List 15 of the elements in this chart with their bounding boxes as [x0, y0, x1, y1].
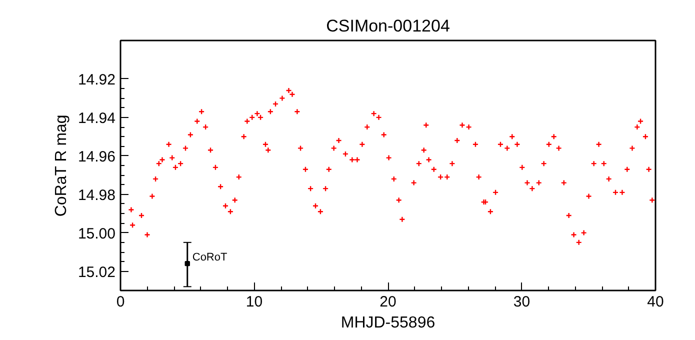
x-tick-label: 40: [647, 294, 664, 310]
y-tick-label: 14.96: [78, 148, 116, 166]
x-tick-label: 0: [116, 294, 125, 310]
y-tick-label: 15.02: [78, 264, 116, 281]
y-tick-label: 14.94: [78, 110, 116, 127]
chart-title: CSIMon-001204: [326, 16, 450, 36]
x-tick-label: 20: [380, 294, 396, 310]
y-tick-label: 14.92: [78, 71, 116, 88]
x-axis-title: MHJD-55896: [340, 314, 436, 332]
y-tick-label: 15.00: [78, 225, 116, 242]
x-tick-label: 30: [513, 294, 530, 310]
y-tick-label: 14.98: [78, 186, 116, 204]
x-tick-label: 10: [246, 294, 263, 310]
series-label: CoRoT: [192, 252, 228, 264]
y-axis-title: CoRaT R mag: [52, 114, 70, 217]
